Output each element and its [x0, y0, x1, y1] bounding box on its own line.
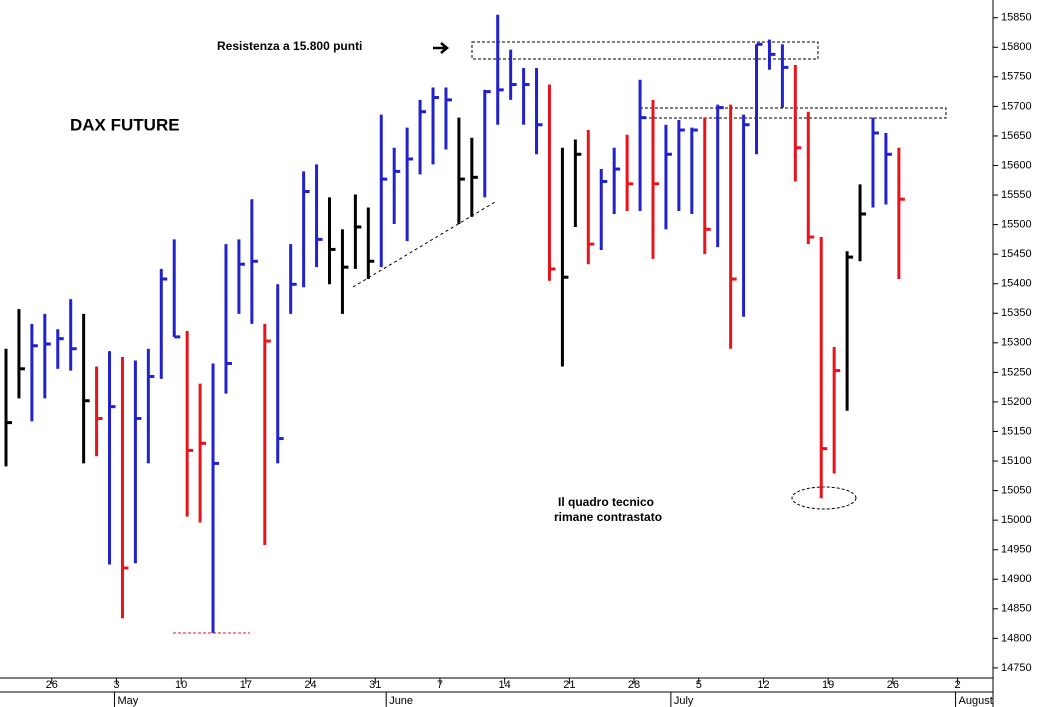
y-tick-label: 15000 — [1001, 514, 1032, 526]
x-tick-label: 28 — [628, 679, 640, 691]
y-tick-label: 14800 — [1001, 632, 1032, 644]
x-tick-label: 12 — [757, 679, 769, 691]
x-tick-label: 19 — [822, 679, 834, 691]
x-tick-label: 26 — [887, 679, 899, 691]
x-tick-label: 24 — [304, 679, 316, 691]
note: rimane contrastato — [554, 510, 662, 524]
month-label: June — [389, 695, 413, 707]
y-tick-label: 15600 — [1001, 159, 1032, 171]
y-tick-label: 15450 — [1001, 248, 1032, 260]
y-tick-label: 14850 — [1001, 603, 1032, 615]
y-tick-label: 14750 — [1001, 662, 1032, 674]
x-tick-label: 7 — [437, 679, 443, 691]
x-tick-label: 14 — [499, 679, 511, 691]
x-tick-label: 17 — [240, 679, 252, 691]
y-tick-label: 14950 — [1001, 544, 1032, 556]
x-tick-label: 26 — [46, 679, 58, 691]
month-label: May — [117, 695, 138, 707]
x-tick-label: 31 — [369, 679, 381, 691]
x-tick-label: 3 — [113, 679, 119, 691]
y-tick-label: 15800 — [1001, 41, 1032, 53]
arrow — [433, 42, 449, 54]
chart-title: DAX FUTURE — [70, 115, 180, 134]
x-tick-label: 10 — [175, 679, 187, 691]
x-tick-label: 21 — [563, 679, 575, 691]
y-tick-label: 15850 — [1001, 12, 1032, 24]
highlight-ellipse — [791, 486, 857, 510]
annotation: Resistenza a 15.800 punti — [217, 39, 362, 53]
x-tick-label: 5 — [696, 679, 702, 691]
y-tick-label: 15550 — [1001, 189, 1032, 201]
month-label: August — [959, 695, 993, 707]
y-tick-label: 15100 — [1001, 455, 1032, 467]
y-tick-label: 15150 — [1001, 425, 1032, 437]
x-tick-label: 2 — [954, 679, 960, 691]
y-tick-label: 15500 — [1001, 219, 1032, 231]
resistance-box — [471, 41, 819, 60]
y-tick-label: 15050 — [1001, 484, 1032, 496]
y-tick-label: 15650 — [1001, 130, 1032, 142]
y-tick-label: 15400 — [1001, 278, 1032, 290]
y-tick-label: 15750 — [1001, 71, 1032, 83]
y-tick-label: 14900 — [1001, 573, 1032, 585]
note: Il quadro tecnico — [558, 495, 654, 509]
y-tick-label: 15250 — [1001, 366, 1032, 378]
y-tick-label: 15350 — [1001, 307, 1032, 319]
y-tick-label: 15300 — [1001, 337, 1032, 349]
y-tick-label: 15700 — [1001, 100, 1032, 112]
y-tick-label: 15200 — [1001, 396, 1032, 408]
month-label: July — [674, 695, 694, 707]
